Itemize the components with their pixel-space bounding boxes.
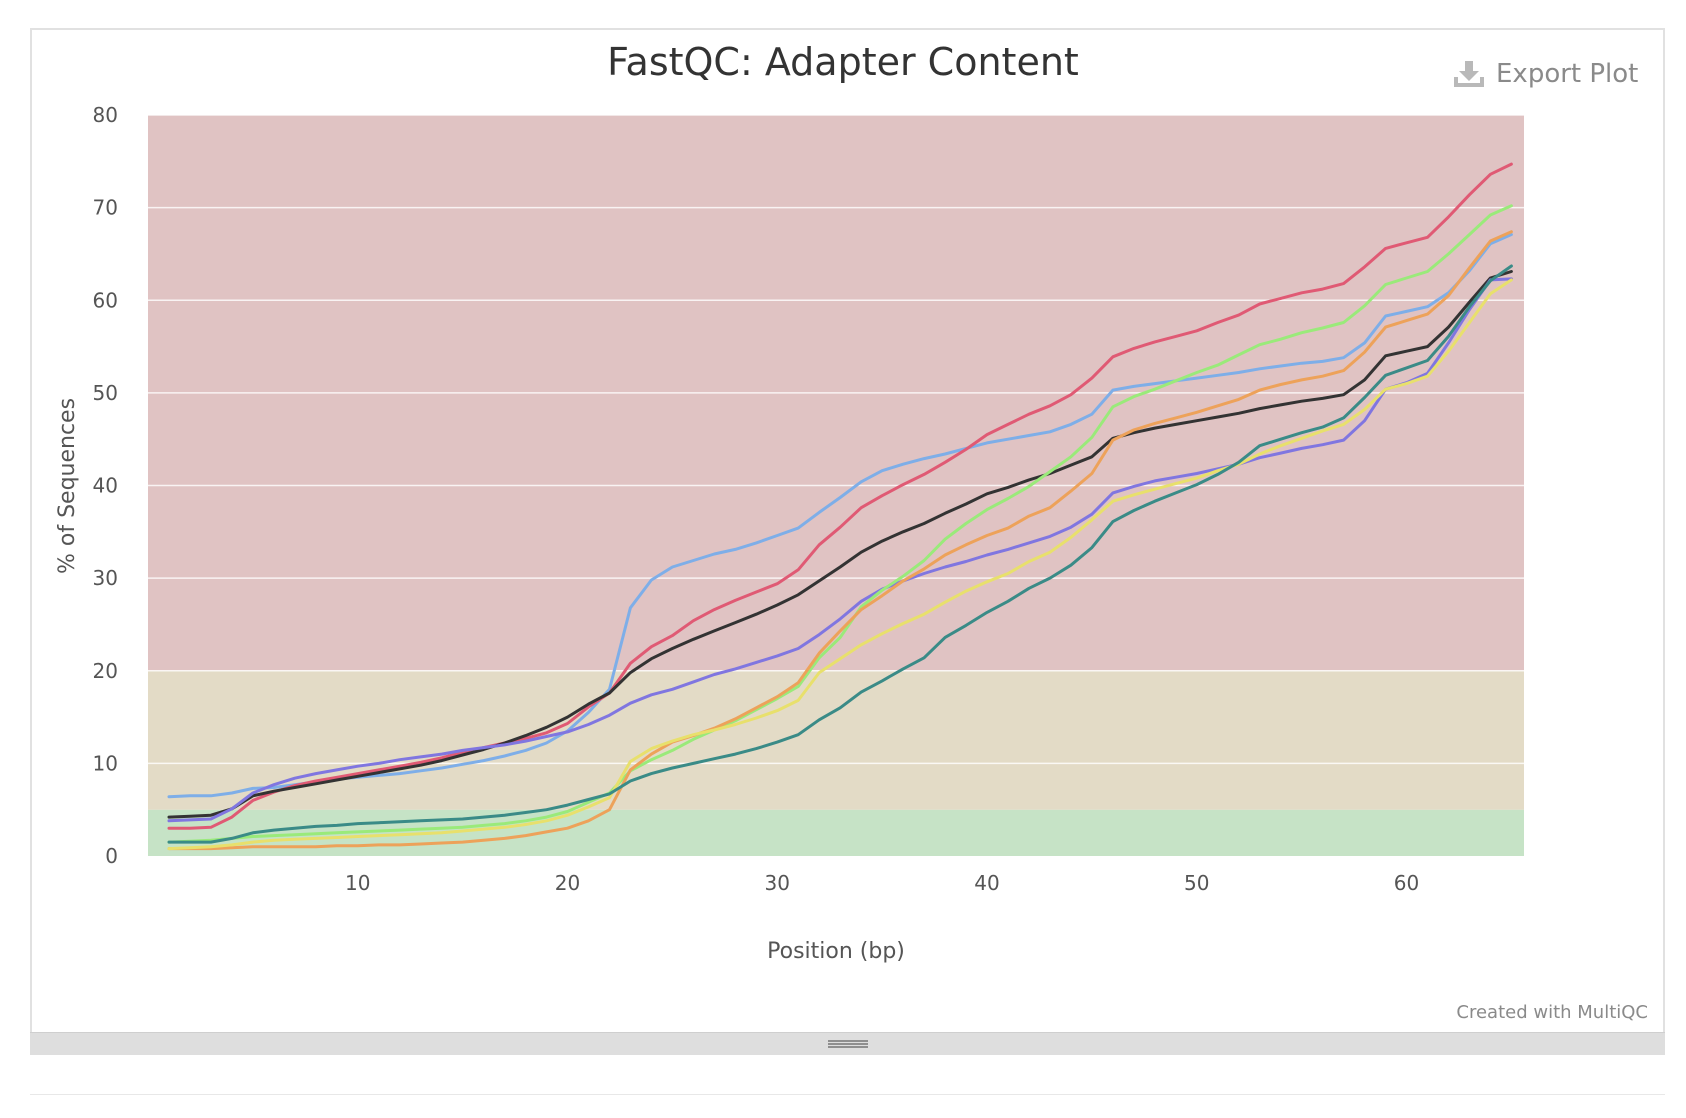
resize-handle[interactable] (30, 1032, 1665, 1055)
y-tick-label: 50 (93, 381, 118, 405)
series-line-1[interactable] (167, 233, 1513, 799)
y-tick-label: 30 (93, 566, 118, 590)
band-1 (148, 670, 1524, 810)
y-tick-label: 70 (93, 196, 118, 220)
y-tick-label: 40 (93, 474, 118, 498)
y-tick-label: 20 (93, 659, 118, 683)
x-axis-label: Position (bp) (767, 939, 905, 964)
y-tick-label: 60 (93, 288, 118, 312)
y-tick-label: 0 (105, 844, 118, 868)
axes: 0 10 20 30 40 50 60 70 80 10 20 30 40 50 60 (93, 103, 1420, 895)
x-tick-label: 30 (765, 871, 790, 895)
y-tick-label: 10 (93, 751, 118, 775)
x-tick-label: 60 (1394, 871, 1419, 895)
series-line-2[interactable] (167, 162, 1513, 830)
series-line-3[interactable] (167, 270, 1513, 819)
divider (30, 1094, 1665, 1095)
series-line-5[interactable] (167, 204, 1513, 844)
export-plot-button[interactable]: Export Plot (1452, 54, 1638, 94)
y-tick-label: 80 (93, 103, 118, 127)
series-line-6[interactable] (167, 230, 1513, 851)
y-axis-label: % of Sequences (55, 398, 80, 574)
series-line-8[interactable] (167, 264, 1513, 844)
x-tick-label: 10 (345, 871, 370, 895)
download-icon (1454, 61, 1484, 87)
export-plot-label: Export Plot (1496, 59, 1639, 89)
series-line-7[interactable] (167, 278, 1513, 851)
grip-icon (827, 1040, 868, 1048)
x-tick-label: 20 (555, 871, 580, 895)
band-0 (148, 809, 1524, 856)
series-layer[interactable] (167, 162, 1513, 851)
credit-text: Created with MultiQC (1456, 1002, 1648, 1023)
x-tick-label: 40 (974, 871, 999, 895)
x-tick-label: 50 (1184, 871, 1209, 895)
chart-title: FastQC: Adapter Content (607, 40, 1079, 84)
series-line-4[interactable] (167, 277, 1513, 823)
